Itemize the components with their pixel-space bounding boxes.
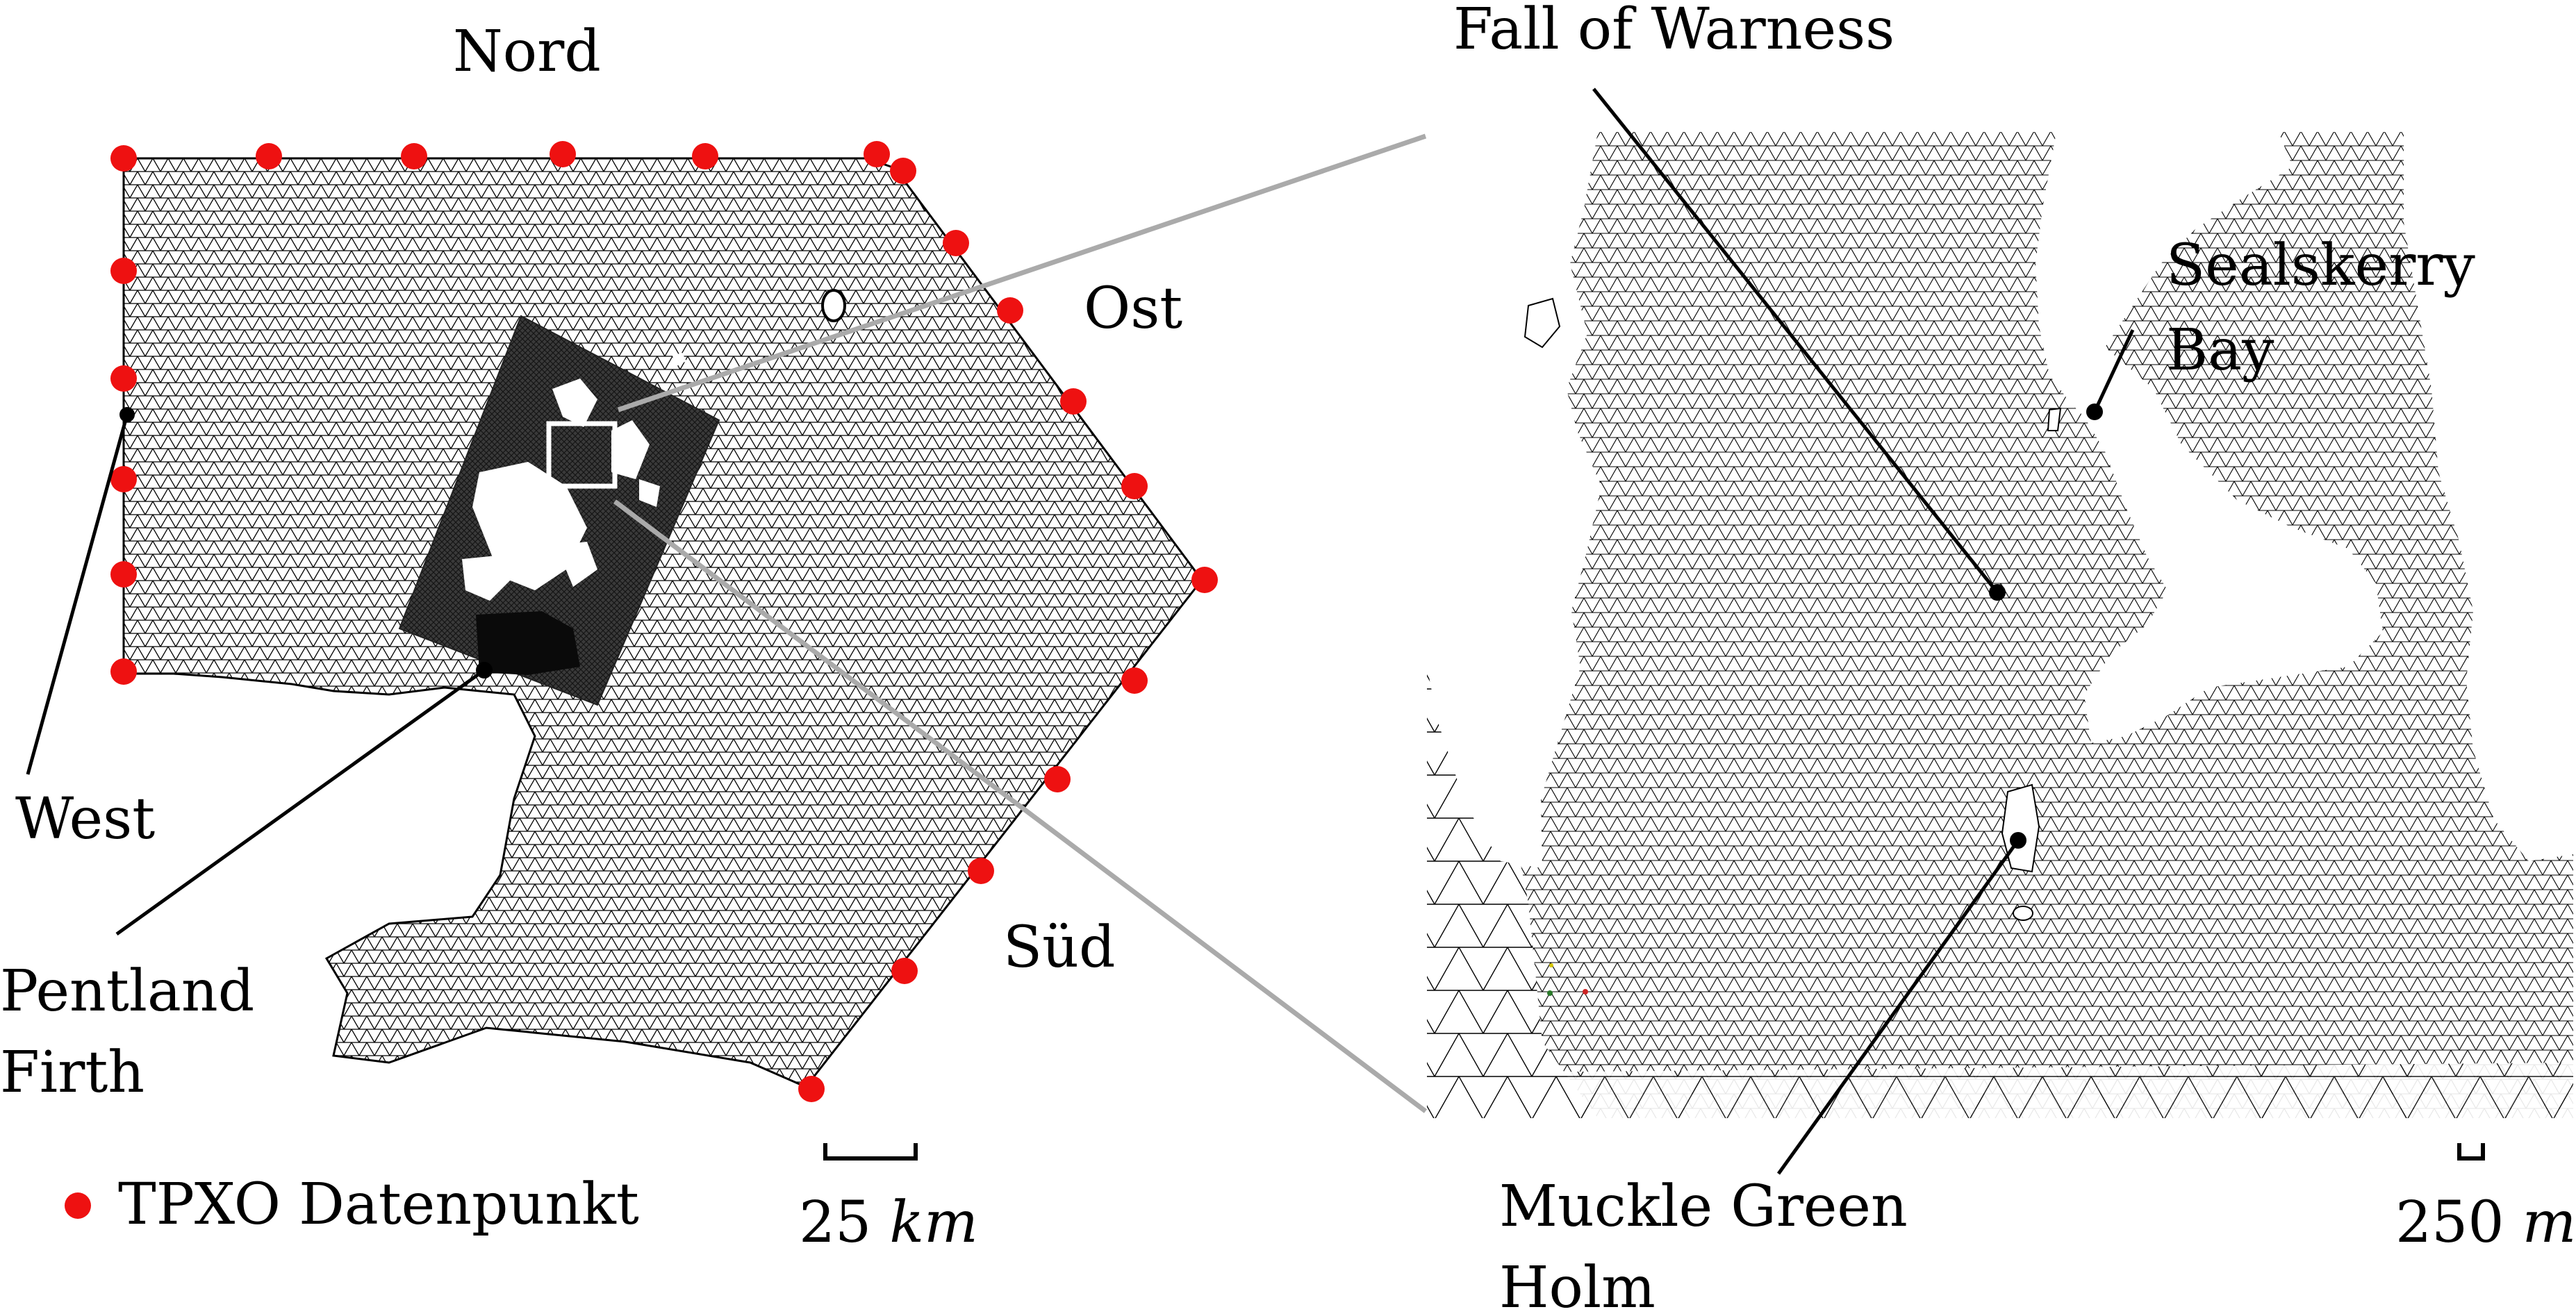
tpxo-point <box>110 145 137 172</box>
zoom-connector-bottom <box>613 499 1428 1113</box>
tpxo-point <box>943 230 969 256</box>
tpxo-point <box>256 143 282 169</box>
tpxo-point <box>110 258 137 284</box>
model-domain-mesh <box>122 157 1203 1088</box>
legend-text: TPXO Datenpunkt <box>118 1172 639 1238</box>
pentland-marker <box>476 662 493 679</box>
label-sealskerry-line2: Bay <box>2166 317 2274 383</box>
land-east-central <box>2036 132 2293 424</box>
scale-label-left: 25 km <box>799 1190 978 1256</box>
scale-label-right: 250 m <box>2395 1190 2576 1256</box>
tpxo-point <box>550 141 576 167</box>
label-south: Süd <box>1003 915 1115 981</box>
tpxo-point <box>1044 766 1071 792</box>
tpxo-point <box>890 158 916 184</box>
label-pentland-line1: Pentland <box>0 958 254 1024</box>
tpxo-point <box>891 958 918 984</box>
sealskerry-leader-line <box>2092 328 2135 413</box>
label-fall-of-warness: Fall of Warness <box>1453 0 1894 63</box>
scale-bar-right <box>2457 1143 2485 1161</box>
label-muckle-line2: Holm <box>1499 1255 1656 1314</box>
tiny-island <box>2013 906 2033 921</box>
coarse-mesh-left <box>1427 132 1598 1118</box>
west-leader-line <box>26 414 129 775</box>
colored-dot-green <box>1547 990 1553 996</box>
colored-dot-yellow <box>1549 963 1553 967</box>
label-sealskerry-line1: Sealskerry <box>2166 233 2476 299</box>
sealskerry-islet <box>2047 407 2062 431</box>
tpxo-point <box>1191 567 1218 593</box>
tpxo-point <box>110 561 137 588</box>
small-island-left <box>1524 297 1561 349</box>
label-east: Ost <box>1084 276 1182 342</box>
colored-dot-red <box>1583 989 1588 995</box>
muckle-leader-line <box>1776 839 2020 1175</box>
land-far-east <box>2404 132 2573 861</box>
tpxo-point <box>1060 388 1087 415</box>
tpxo-point <box>401 143 427 169</box>
tpxo-point <box>692 143 718 169</box>
zoom-connector-top <box>617 133 1427 413</box>
orkney-islands <box>462 353 686 601</box>
zoom-box <box>546 421 618 489</box>
tpxo-point <box>1121 667 1148 694</box>
tpxo-point <box>798 1076 825 1102</box>
tpxo-point <box>110 365 137 392</box>
tpxo-point <box>110 466 137 492</box>
tpxo-point <box>968 858 994 884</box>
west-marker <box>119 407 135 422</box>
scale-bar-left <box>823 1143 918 1161</box>
tpxo-point <box>864 141 890 167</box>
pentland-leader-line <box>115 668 486 936</box>
pentland-firth-zone <box>476 611 580 675</box>
small-island-north <box>821 289 846 322</box>
right-detail-map <box>1427 132 2573 1118</box>
label-muckle-line1: Muckle Green <box>1499 1174 1908 1240</box>
tpxo-point <box>997 297 1023 324</box>
label-pentland-line2: Firth <box>0 1040 145 1106</box>
legend-marker <box>65 1192 91 1219</box>
tpxo-point <box>1121 473 1148 499</box>
tpxo-points-group <box>110 141 1218 1102</box>
label-north: Nord <box>453 19 601 85</box>
coarse-mesh-bottom <box>1427 1063 2573 1118</box>
left-overview-map: Nord Ost Süd West Pentland Firth TPXO Da… <box>0 19 1218 1256</box>
label-west: West <box>15 786 155 852</box>
tpxo-point <box>110 658 137 685</box>
land-east-inlet <box>2084 347 2383 743</box>
fall-leader-line <box>1592 88 1999 594</box>
